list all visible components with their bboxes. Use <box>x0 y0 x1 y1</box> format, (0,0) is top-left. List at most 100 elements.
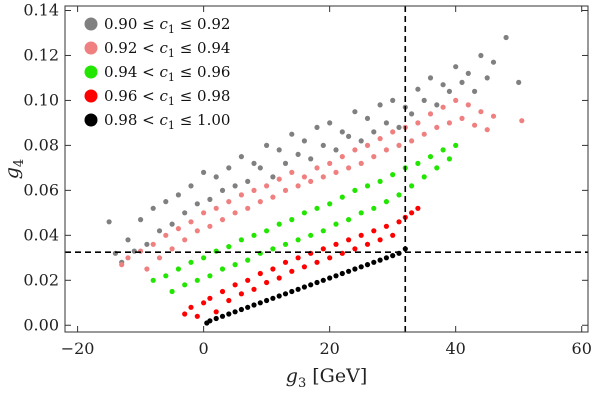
data-point <box>301 284 307 290</box>
data-point <box>434 165 440 171</box>
data-point <box>150 277 156 283</box>
data-point <box>282 259 289 265</box>
data-point <box>490 113 497 119</box>
data-point <box>188 304 194 310</box>
data-point <box>219 187 226 193</box>
data-point <box>257 300 263 306</box>
legend-item: 0.96 < c1 ≤ 0.98 <box>84 87 230 108</box>
data-point <box>440 104 446 110</box>
y-axis-subscript: 4 <box>12 159 27 167</box>
data-point <box>346 237 352 243</box>
data-point <box>352 266 358 272</box>
data-point <box>182 210 188 216</box>
data-point <box>320 174 326 180</box>
data-point <box>415 160 421 166</box>
data-point <box>238 291 244 297</box>
legend-label: 0.98 < c1 ≤ 1.00 <box>104 111 230 132</box>
x-tick-label: −20 <box>61 339 95 358</box>
data-point <box>320 277 326 283</box>
data-point <box>478 52 484 59</box>
data-point <box>175 226 181 232</box>
data-point <box>339 270 345 277</box>
data-point <box>295 151 301 157</box>
data-point <box>175 192 181 198</box>
data-point <box>371 259 377 265</box>
data-point <box>320 228 326 234</box>
data-point <box>333 221 339 227</box>
data-point <box>264 228 270 234</box>
data-point <box>182 282 188 288</box>
x-axis-unit: [GeV] <box>306 365 367 387</box>
data-point <box>194 201 200 207</box>
data-point <box>270 174 276 180</box>
data-point <box>459 79 465 85</box>
data-point <box>301 210 307 216</box>
data-point <box>232 183 238 189</box>
data-point <box>446 156 452 162</box>
series-4 <box>182 205 421 319</box>
data-point <box>163 273 169 279</box>
data-point <box>364 142 371 148</box>
data-point <box>409 111 415 117</box>
data-point <box>295 237 301 243</box>
data-point <box>327 201 333 207</box>
data-point <box>339 194 345 200</box>
data-point <box>150 241 156 247</box>
data-point <box>194 228 200 234</box>
data-point <box>301 138 307 144</box>
data-point <box>415 205 421 211</box>
data-point <box>320 246 326 252</box>
data-point <box>270 266 276 272</box>
data-point <box>282 291 289 297</box>
data-point <box>238 192 244 198</box>
data-point <box>257 165 263 171</box>
data-point <box>516 79 522 85</box>
data-point <box>289 217 295 223</box>
data-point <box>339 129 345 135</box>
data-point <box>358 160 364 166</box>
y-axis-symbol: g <box>1 167 23 179</box>
data-point <box>238 237 244 243</box>
data-point <box>289 268 295 274</box>
data-point <box>383 199 389 205</box>
data-point <box>446 120 452 126</box>
data-point <box>245 304 251 310</box>
data-point <box>219 217 226 223</box>
data-point <box>251 187 257 193</box>
y-tick-label: 0.08 <box>23 135 59 154</box>
data-point <box>327 275 333 281</box>
data-point <box>453 97 459 103</box>
data-point <box>156 228 163 234</box>
x-axis-title: g3 [GeV] <box>286 365 367 391</box>
data-point <box>295 183 301 189</box>
data-point <box>219 288 226 295</box>
data-point <box>396 219 402 225</box>
data-point <box>421 131 427 137</box>
data-point <box>333 169 339 175</box>
data-point <box>169 221 175 227</box>
points-layer <box>106 34 525 326</box>
data-point <box>251 160 257 166</box>
data-point <box>238 154 244 160</box>
data-point <box>490 59 497 65</box>
data-point <box>314 124 320 130</box>
data-point <box>232 262 238 268</box>
data-point <box>377 136 383 142</box>
data-point <box>245 277 251 283</box>
legend-label: 0.90 ≤ c1 ≤ 0.92 <box>104 15 230 36</box>
data-point <box>484 75 490 81</box>
data-point <box>276 275 282 281</box>
x-tick-label: 20 <box>319 339 339 358</box>
data-point <box>219 266 226 272</box>
data-point <box>352 147 358 153</box>
data-point <box>207 273 213 279</box>
data-point <box>427 154 434 160</box>
data-point <box>434 124 440 130</box>
data-point <box>421 174 427 180</box>
data-point <box>289 131 295 137</box>
data-point <box>282 160 289 166</box>
data-point <box>226 311 232 317</box>
x-axis-symbol: g <box>286 365 298 387</box>
data-point <box>213 315 219 322</box>
data-point <box>465 70 471 76</box>
